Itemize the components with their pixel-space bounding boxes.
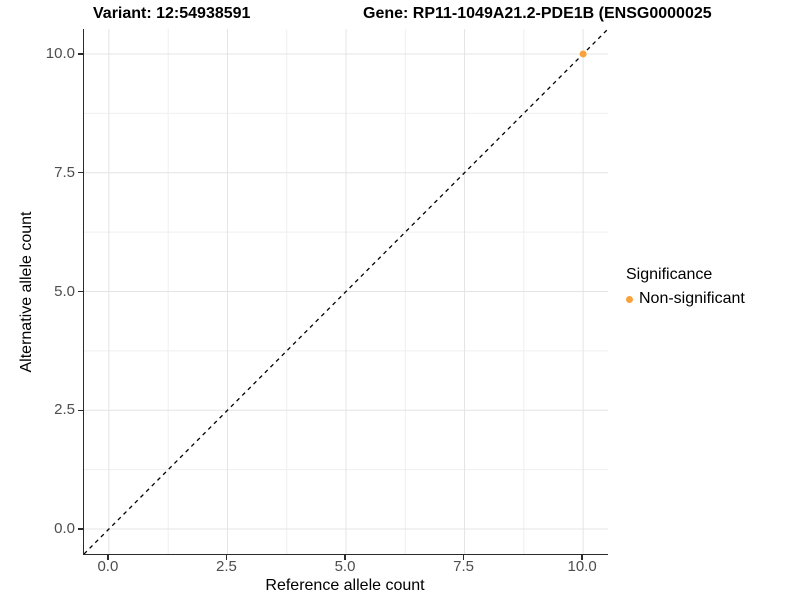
- x-tick-mark: [107, 555, 109, 560]
- x-tick-mark: [225, 555, 228, 560]
- identity-line: [84, 29, 608, 554]
- y-tick-mark: [78, 53, 83, 55]
- x-tick-label: 0.0: [97, 558, 119, 575]
- y-tick-mark: [78, 528, 83, 530]
- x-tick-mark: [462, 555, 465, 560]
- x-tick-label: 5.0: [334, 558, 356, 575]
- y-tick-label: 0.0: [54, 520, 75, 538]
- y-tick-mark: [78, 409, 83, 412]
- plot-canvas: [84, 29, 608, 554]
- x-tick-label: 10.0: [567, 558, 597, 575]
- plot-title-variant: Variant: 12:54938591: [93, 5, 251, 22]
- y-tick-label: 5.0: [54, 282, 75, 300]
- y-tick-label: 2.5: [54, 401, 75, 419]
- legend-title: Significance: [626, 266, 713, 283]
- x-axis-title: Reference allele count: [265, 577, 425, 594]
- legend: Significance Non-significant: [626, 266, 745, 308]
- plot-title-gene: Gene: RP11-1049A21.2-PDE1B (ENSG0000025: [363, 5, 712, 22]
- plot-panel: [83, 29, 608, 555]
- x-tick-mark: [344, 555, 346, 560]
- x-tick-label: 7.5: [453, 558, 474, 575]
- legend-item: Non-significant: [626, 290, 745, 308]
- x-tick-label: 2.5: [216, 558, 237, 575]
- y-tick-mark: [78, 290, 83, 293]
- x-tick-mark: [581, 555, 583, 560]
- y-tick-label: 7.5: [54, 163, 75, 181]
- circle-icon: [626, 295, 633, 303]
- y-axis-title: Alternative allele count: [18, 211, 35, 373]
- legend-item-label: Non-significant: [639, 290, 745, 307]
- y-tick-mark: [78, 171, 83, 174]
- y-tick-label: 10.0: [45, 44, 75, 62]
- data-point: [579, 50, 587, 58]
